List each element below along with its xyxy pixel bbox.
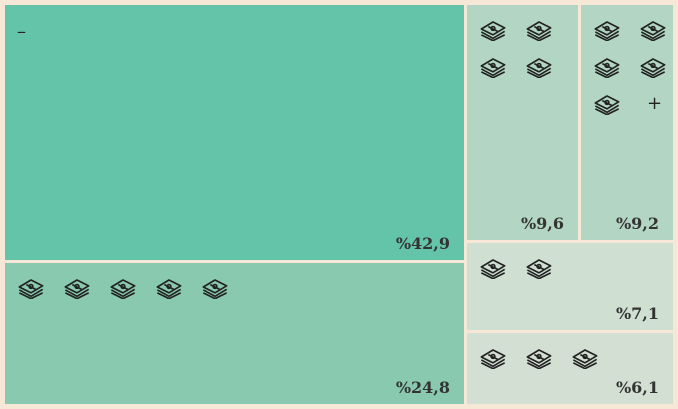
treemap-cell [5, 5, 464, 260]
value-label: %24,8 [396, 378, 450, 397]
value-label: %7,1 [616, 304, 659, 323]
treemap-cell [581, 5, 673, 240]
treemap-cell [467, 5, 578, 240]
value-label: %42,9 [396, 234, 450, 253]
treemap-cell [467, 333, 673, 404]
value-label: %9,6 [521, 214, 564, 233]
marker: – [17, 21, 26, 42]
treemap-cell [5, 263, 464, 404]
marker: + [647, 93, 662, 114]
treemap-cell [467, 243, 673, 330]
value-label: %6,1 [616, 378, 659, 397]
value-label: %9,2 [616, 214, 659, 233]
